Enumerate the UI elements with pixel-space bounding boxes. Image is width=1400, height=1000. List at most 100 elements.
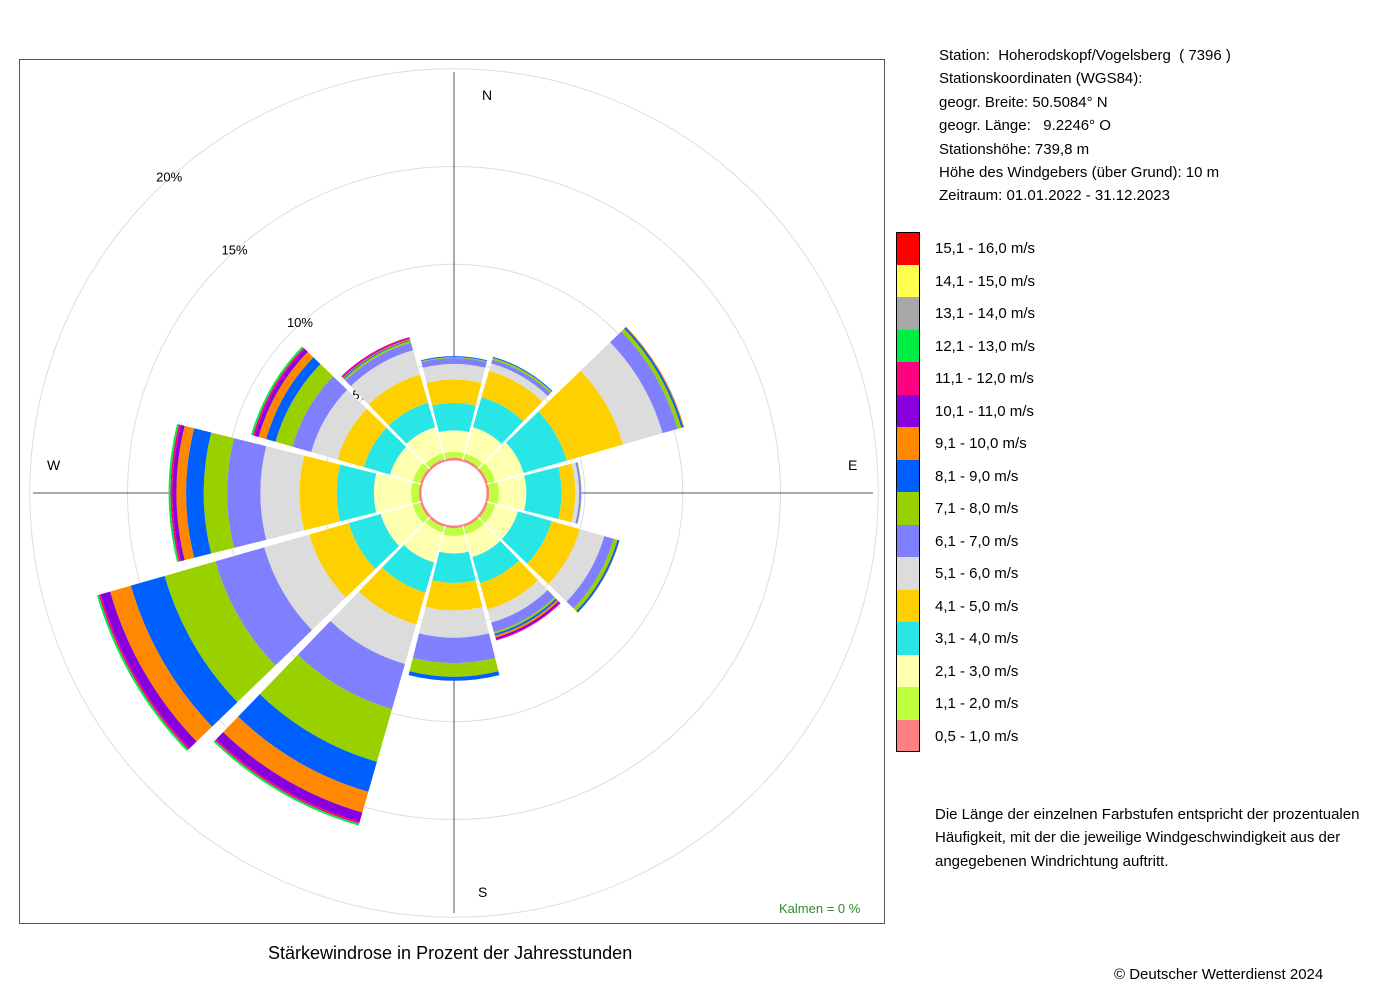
chart-labels: N E S W Kalmen = 0 %: [47, 87, 861, 916]
sector-30-class-3: [465, 427, 502, 464]
compass-label-e: E: [848, 457, 857, 473]
sector-210-class-3: [403, 522, 443, 563]
legend-label: 9,1 - 10,0 m/s: [935, 435, 1027, 452]
sector-180-class-5: [425, 580, 483, 611]
legend-swatch: [896, 297, 920, 330]
sector-210-class-2: [425, 518, 445, 533]
legend-item: 5,1 - 6,0 m/s: [896, 557, 1096, 590]
legend-item: 8,1 - 9,0 m/s: [896, 459, 1096, 492]
sector-30-class-4: [472, 397, 524, 444]
sector-0-class-7: [421, 358, 487, 368]
sector-180-class-8: [409, 658, 499, 677]
sector-270-class-9: [186, 428, 212, 558]
sector-60-class-7: [610, 331, 678, 434]
legend-label: 7,1 - 8,0 m/s: [935, 500, 1019, 517]
sector-0-class-4: [432, 403, 476, 433]
sector-30-class-2: [463, 453, 483, 468]
sector-210-class-10: [223, 716, 369, 813]
legend-swatch: [896, 329, 920, 362]
station-longitude: geogr. Länge: 9.2246° O: [939, 117, 1111, 135]
sector-300-class-5: [337, 408, 387, 468]
sector-240-class-10: [110, 585, 213, 742]
sector-330-class-4: [388, 402, 436, 444]
legend-label: 14,1 - 15,0 m/s: [935, 272, 1036, 290]
sector-270-class-3: [373, 473, 413, 513]
calm-label: Kalmen = 0 %: [779, 901, 861, 916]
sector-330-class-5: [368, 374, 429, 426]
sector-30-class-5: [481, 370, 543, 422]
sector-120-class-3: [484, 504, 518, 540]
sector-270-class-2: [410, 482, 420, 504]
sector-120-class-2: [479, 502, 496, 523]
grid-circle-20: [29, 68, 879, 918]
legend-item: 4,1 - 5,0 m/s: [896, 589, 1096, 622]
sector-60-class-5: [538, 370, 624, 461]
sector-240-class-9: [130, 575, 238, 727]
legend-label: 0,5 - 1,0 m/s: [935, 727, 1019, 745]
sector-210-class-8: [259, 654, 393, 762]
sector-300-class-6: [311, 389, 367, 460]
sector-90-class-7: [575, 462, 582, 524]
sector-180-class-7: [412, 633, 496, 664]
legend-swatch: [896, 589, 920, 622]
legend-item: 1,1 - 2,0 m/s: [896, 687, 1096, 720]
legend-item: 3,1 - 4,0 m/s: [896, 622, 1096, 655]
sector-270-class-10: [176, 425, 195, 561]
legend-label: 12,1 - 13,0 m/s: [935, 337, 1036, 355]
sector-0-class-6: [422, 363, 486, 383]
windrose-chart: 5%10%15%20% N E S W Kalmen = 0 %: [29, 68, 879, 918]
windrose-sectors: [96, 326, 685, 826]
sector-240-class-3: [380, 504, 424, 546]
windrose-plot-area: 5%10%15%20% N E S W Kalmen = 0 %: [19, 59, 885, 924]
legend-swatch: [896, 427, 920, 460]
compass-label-n: N: [482, 87, 492, 103]
legend-item: 9,1 - 10,0 m/s: [896, 427, 1096, 460]
sector-180-class-4: [432, 551, 476, 583]
chart-title: Stärkewindrose in Prozent der Jahresstun…: [268, 943, 633, 963]
sector-90-class-6: [571, 462, 580, 524]
center-hole: [420, 459, 488, 527]
legend-swatch: [896, 492, 920, 525]
legend-label: 15,1 - 16,0 m/s: [935, 240, 1036, 257]
station-coordinates-heading: Stationskoordinaten (WGS84):: [939, 70, 1143, 88]
sector-120-class-6: [548, 529, 605, 602]
sector-60-class-4: [506, 411, 567, 474]
sector-270-class-4: [336, 464, 377, 522]
sector-90-class-8: [577, 462, 582, 524]
legend-item: 7,1 - 8,0 m/s: [896, 492, 1096, 525]
sector-300-class-3: [390, 446, 424, 482]
sector-180-class-6: [419, 606, 489, 638]
sector-150-class-5: [479, 560, 539, 610]
sector-240-class-5: [309, 523, 376, 598]
sector-270-class-12: [170, 424, 181, 562]
sector-150-class-6: [487, 580, 548, 623]
sector-210-class-7: [297, 620, 405, 710]
legend-swatch: [896, 524, 920, 557]
sector-0-class-5: [426, 379, 482, 406]
legend-swatch: [896, 362, 920, 395]
sector-90-class-3: [497, 475, 527, 511]
legend-label: 10,1 - 11,0 m/s: [935, 402, 1034, 420]
legend-swatch: [896, 622, 920, 655]
legend-label: 4,1 - 5,0 m/s: [935, 597, 1019, 615]
legend-label: 3,1 - 4,0 m/s: [935, 630, 1019, 647]
legend-label: 1,1 - 2,0 m/s: [935, 695, 1019, 712]
sector-300-class-8: [275, 363, 334, 447]
legend-swatch: [896, 719, 920, 752]
station-info: Station: Hoherodskopf/Vogelsberg ( 7396 …: [939, 44, 1231, 208]
legend-swatch: [896, 557, 920, 590]
sector-90-class-4: [524, 466, 562, 520]
sector-330-class-3: [406, 427, 443, 464]
legend-swatch: [896, 687, 920, 720]
center-circle: [420, 459, 488, 527]
explanation-note: Die Länge der einzelnen Farbstufen entsp…: [935, 806, 1360, 870]
sector-60-class-3: [484, 442, 524, 482]
sector-180-class-9: [408, 671, 500, 681]
sector-300-class-2: [412, 463, 429, 484]
sector-300-class-4: [363, 427, 407, 475]
legend-item: 10,1 - 11,0 m/s: [896, 394, 1096, 427]
sector-60-class-6: [580, 342, 663, 445]
sector-240-class-7: [215, 547, 312, 666]
sector-90-class-5: [558, 463, 576, 523]
sector-300-class-11: [254, 349, 308, 437]
